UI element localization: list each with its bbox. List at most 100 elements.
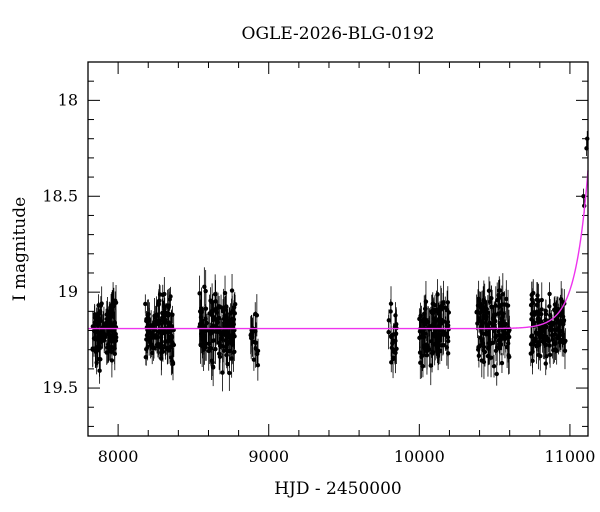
data-point (156, 302, 161, 307)
data-point (494, 333, 499, 338)
data-point (224, 321, 230, 327)
data-point (253, 346, 258, 351)
data-point (585, 136, 590, 141)
data-point (436, 316, 442, 321)
data-point (542, 341, 547, 346)
data-point (227, 348, 232, 354)
data-point (105, 345, 110, 350)
data-point (227, 370, 232, 376)
data-point (201, 330, 206, 336)
data-point (108, 315, 113, 320)
data-point (158, 335, 164, 340)
data-point (199, 306, 204, 311)
data-point (537, 327, 543, 333)
data-point (153, 333, 158, 338)
data-point (531, 341, 536, 347)
data-point (225, 361, 230, 367)
data-point (251, 357, 257, 362)
data-point (539, 297, 544, 303)
data-point (197, 291, 202, 296)
data-point (482, 313, 487, 318)
data-points (90, 131, 590, 392)
data-point (255, 363, 261, 368)
chart-title: OGLE-2026-BLG-0192 (242, 24, 435, 44)
data-point (388, 333, 394, 339)
data-point (531, 338, 537, 343)
data-point (557, 333, 562, 338)
data-point (389, 360, 394, 365)
data-point (431, 316, 436, 321)
data-point (98, 357, 103, 362)
data-point (435, 336, 440, 342)
data-point (499, 336, 504, 341)
data-point (543, 361, 548, 366)
data-point (438, 304, 444, 309)
data-point (112, 334, 118, 339)
data-point (232, 349, 237, 354)
data-point (215, 318, 220, 323)
data-point (497, 304, 502, 309)
data-point (562, 348, 568, 353)
data-point (219, 331, 224, 337)
data-point (198, 342, 203, 348)
data-point (482, 299, 487, 305)
data-point (503, 335, 508, 341)
data-point (222, 290, 228, 296)
data-point (230, 308, 235, 314)
data-point (98, 331, 103, 337)
data-point (441, 342, 446, 348)
data-point (485, 353, 491, 359)
x-axis-ticks: 8000 9000 10000 11000 (87, 62, 595, 466)
y-tick-label: 18 (58, 90, 78, 109)
data-point (542, 324, 547, 330)
data-point (491, 321, 496, 326)
data-point (213, 346, 218, 352)
data-point (167, 297, 172, 302)
data-point (153, 315, 158, 320)
data-point (390, 355, 396, 360)
data-point (558, 297, 564, 302)
data-point (93, 349, 98, 354)
data-point (143, 354, 149, 360)
data-point (544, 354, 549, 359)
data-point (386, 329, 391, 335)
data-point (150, 350, 155, 356)
data-point (445, 300, 451, 305)
data-point (198, 310, 204, 315)
data-point (433, 341, 438, 347)
data-point (151, 345, 157, 351)
data-point (534, 330, 539, 336)
data-point (98, 336, 104, 342)
data-point (549, 333, 555, 338)
data-point (496, 329, 501, 334)
data-point (203, 288, 208, 294)
data-point (547, 313, 553, 318)
data-point (208, 331, 213, 336)
data-point (422, 306, 428, 311)
y-tick-label: 19.5 (42, 378, 78, 397)
data-point (159, 356, 164, 361)
data-point (210, 365, 216, 370)
data-point (437, 349, 443, 354)
data-point (481, 348, 486, 353)
data-point (163, 339, 168, 344)
data-point (495, 297, 500, 303)
data-point (229, 288, 235, 293)
data-point (581, 194, 586, 199)
data-point (441, 329, 446, 334)
data-point (221, 348, 227, 353)
data-point (474, 310, 479, 315)
data-point (213, 299, 218, 304)
data-point (248, 335, 254, 341)
data-point (554, 348, 559, 354)
data-point (499, 360, 505, 366)
data-point (224, 352, 229, 358)
data-point (156, 321, 162, 326)
data-point (112, 320, 117, 325)
data-point (110, 300, 115, 305)
data-point (547, 343, 552, 348)
data-point (476, 316, 482, 321)
data-point (211, 338, 217, 343)
y-tick-label: 18.5 (42, 186, 78, 205)
data-point (476, 344, 481, 350)
